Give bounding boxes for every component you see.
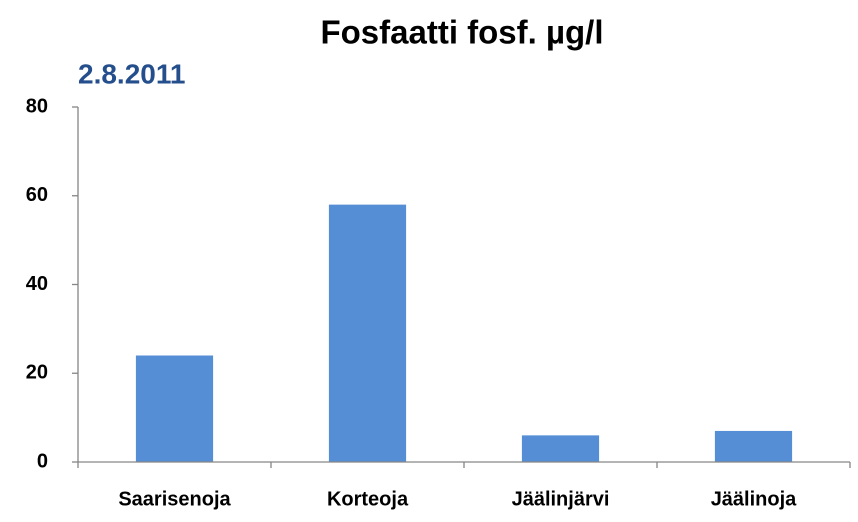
y-tick-label: 80 xyxy=(26,95,48,117)
chart-subtitle: 2.8.2011 xyxy=(78,58,185,89)
bar xyxy=(521,435,600,462)
x-tick-label: Saarisenoja xyxy=(118,488,231,510)
x-tick-label: Korteoja xyxy=(327,488,409,510)
bar xyxy=(328,204,407,462)
bar xyxy=(714,430,793,462)
y-tick-label: 20 xyxy=(26,362,48,384)
chart-title: Fosfaatti fosf. µg/l xyxy=(320,14,603,51)
bar xyxy=(135,355,214,462)
y-tick-label: 40 xyxy=(26,273,48,295)
x-tick-label: Jäälinjärvi xyxy=(512,488,610,510)
y-tick-label: 0 xyxy=(37,450,48,472)
y-tick-label: 60 xyxy=(26,184,48,206)
x-tick-label: Jäälinoja xyxy=(711,488,797,510)
